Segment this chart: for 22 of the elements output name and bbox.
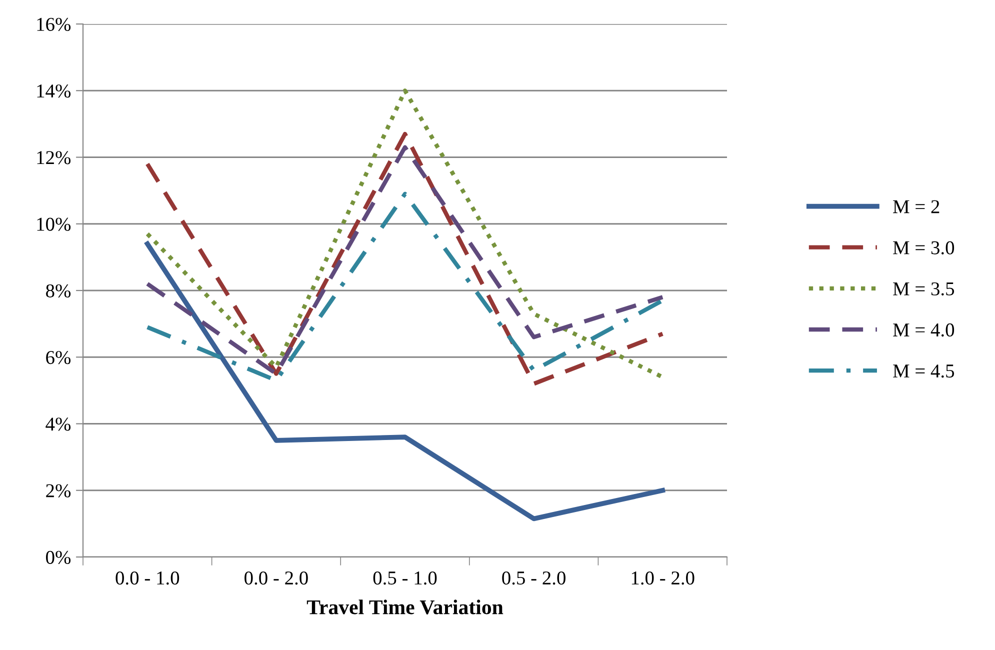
y-tick-label: 0% [46,550,71,564]
y-tick-label: 8% [46,284,71,298]
y-tick-label: 6% [46,350,71,364]
y-tick-label: 2% [46,484,71,498]
legend-label: M = 3.0 [893,241,954,254]
x-tick-label: 0.5 - 2.0 [502,571,566,585]
legend-label: M = 4.5 [893,364,954,378]
y-tick-label: 4% [46,418,71,431]
line-series [145,192,665,383]
legend-label: M = 2 [893,200,940,214]
x-tick-label: 0.0 - 1.0 [116,571,180,585]
x-tick-label: 0.0 - 2.0 [244,571,308,585]
x-tick-label: 1.0 - 2.0 [632,571,694,585]
y-tick-label: 16% [37,18,71,31]
y-tick-label: 14% [37,84,71,98]
y-tick-label: 10% [37,218,71,231]
legend-label: M = 4.0 [893,323,954,337]
x-tick-label: 0.5 - 1.0 [373,571,437,585]
x-axis-title: Travel Time Variation [306,600,504,614]
legend-label: M = 3.5 [893,282,954,296]
line-series [144,241,666,522]
y-tick-label: 12% [37,151,71,164]
